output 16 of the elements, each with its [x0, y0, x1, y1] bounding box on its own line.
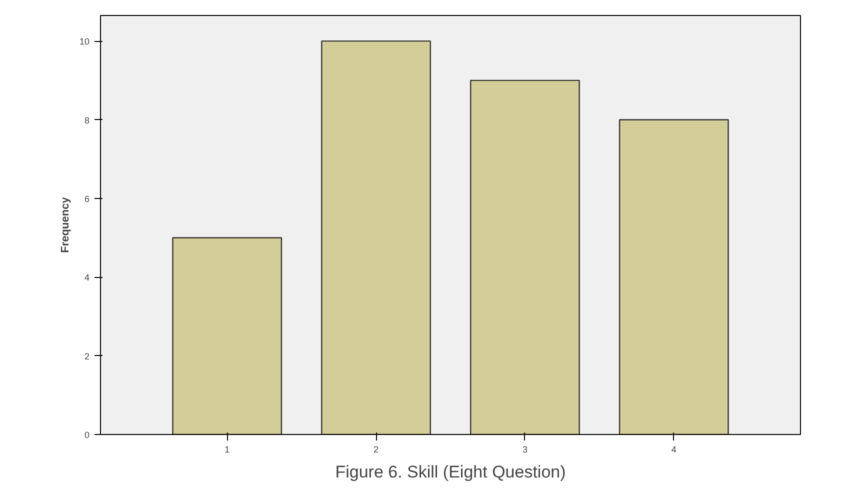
y-tick-label: 2 [84, 351, 90, 362]
y-tick-label: 10 [79, 36, 90, 47]
bar [470, 80, 580, 434]
x-tick-label: 1 [224, 444, 230, 454]
bar [618, 119, 729, 434]
x-tick-label: 4 [671, 444, 676, 454]
y-tick-label: 0 [84, 430, 90, 440]
text: Figure 6. Skill (Eight Question) [335, 462, 566, 482]
bar [172, 237, 282, 434]
y-tick-label: 6 [84, 194, 90, 204]
y-tick-label: 8 [84, 115, 90, 126]
y-tick-label: 4 [84, 272, 90, 283]
y-axis-title: Frequency [59, 196, 72, 253]
bar [321, 40, 431, 434]
x-tick-label: 2 [374, 444, 379, 454]
x-tick-label: 3 [522, 444, 528, 454]
